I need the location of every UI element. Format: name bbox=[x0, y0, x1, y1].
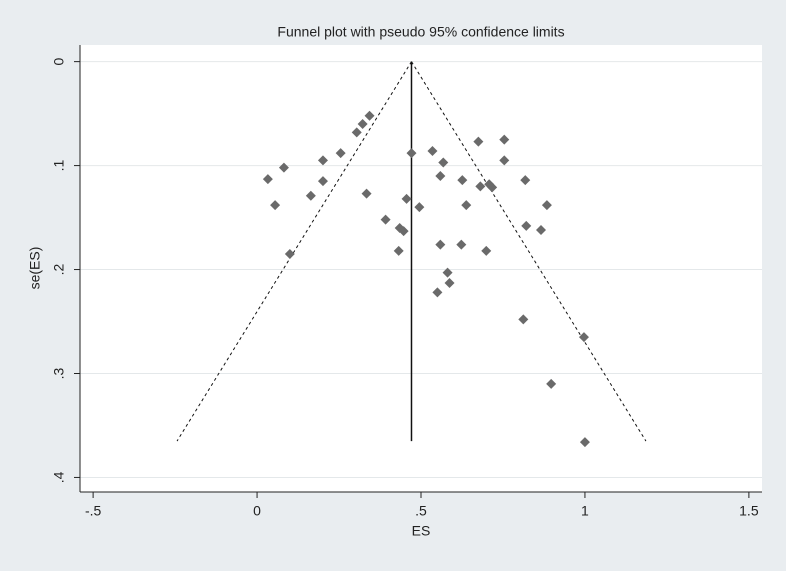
point bbox=[444, 278, 455, 289]
y-tick-label: 0 bbox=[51, 58, 67, 66]
y-axis-title: se(ES) bbox=[27, 247, 43, 290]
confidence-limit bbox=[176, 61, 412, 442]
point bbox=[457, 175, 468, 186]
chart-title: Funnel plot with pseudo 95% confidence l… bbox=[277, 24, 564, 40]
point bbox=[541, 200, 552, 211]
point bbox=[427, 146, 438, 157]
x-tick-label: 0 bbox=[253, 503, 261, 519]
point bbox=[398, 226, 409, 237]
point bbox=[435, 170, 446, 181]
point bbox=[499, 134, 510, 145]
point bbox=[432, 287, 443, 298]
point bbox=[578, 332, 589, 343]
point bbox=[438, 157, 449, 168]
confidence-limit bbox=[411, 61, 647, 442]
x-tick-label: 1 bbox=[581, 503, 589, 519]
point bbox=[317, 176, 328, 187]
plot-area bbox=[80, 45, 762, 492]
point bbox=[305, 190, 316, 201]
point bbox=[380, 214, 391, 225]
x-tick-label: 1.5 bbox=[739, 503, 759, 519]
point bbox=[361, 188, 372, 199]
point bbox=[317, 155, 328, 166]
point bbox=[401, 193, 412, 204]
x-tick-label: .5 bbox=[415, 503, 427, 519]
y-tick-label: .3 bbox=[51, 367, 67, 379]
point bbox=[546, 378, 557, 389]
point bbox=[435, 239, 446, 250]
point bbox=[520, 175, 531, 186]
point bbox=[364, 110, 375, 121]
point bbox=[456, 239, 467, 250]
point bbox=[351, 127, 362, 138]
point bbox=[499, 155, 510, 166]
point bbox=[442, 267, 453, 278]
point bbox=[335, 148, 346, 159]
point bbox=[536, 225, 547, 236]
point bbox=[270, 200, 281, 211]
point bbox=[284, 248, 295, 259]
point bbox=[579, 437, 590, 448]
point bbox=[406, 148, 417, 159]
point bbox=[481, 245, 492, 256]
point bbox=[487, 182, 498, 193]
y-tick-label: .2 bbox=[51, 263, 67, 275]
point bbox=[521, 220, 532, 231]
point bbox=[473, 136, 484, 147]
y-tick-label: .4 bbox=[51, 471, 67, 483]
point bbox=[475, 181, 486, 192]
point bbox=[262, 174, 273, 185]
point bbox=[357, 119, 368, 130]
point bbox=[461, 200, 472, 211]
point bbox=[414, 202, 425, 213]
x-axis-title: ES bbox=[412, 523, 431, 539]
point bbox=[393, 245, 404, 256]
x-tick-label: -.5 bbox=[85, 503, 102, 519]
point bbox=[518, 314, 529, 325]
y-tick-label: .1 bbox=[51, 160, 67, 172]
point bbox=[278, 162, 289, 173]
